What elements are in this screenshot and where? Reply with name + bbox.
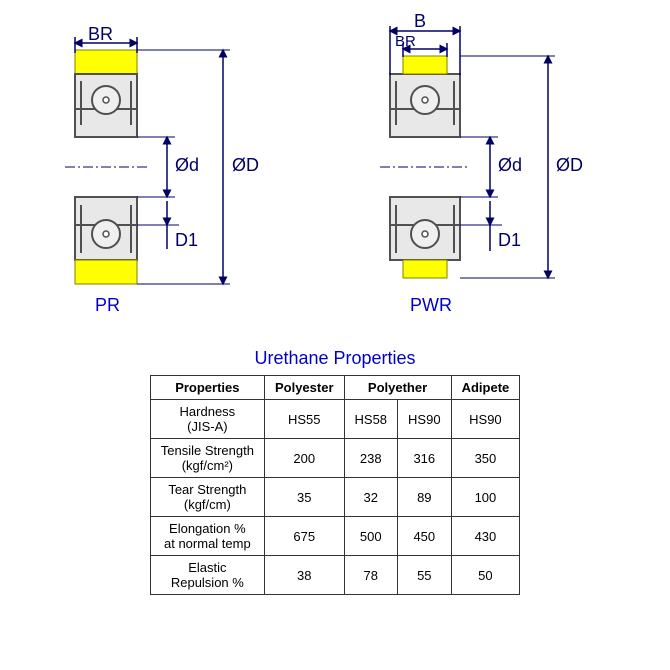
- table-row: Elongation %at normal temp675500450430: [150, 517, 520, 556]
- table-cell: 32: [344, 478, 398, 517]
- table-cell: 38: [264, 556, 344, 595]
- table-row: Hardness(JIS-A)HS55HS58HS90HS90: [150, 400, 520, 439]
- row-label: Elongation %at normal temp: [150, 517, 264, 556]
- row-label: Hardness(JIS-A): [150, 400, 264, 439]
- table-cell: 500: [344, 517, 398, 556]
- table-row: Tensile Strength(kgf/cm²)200238316350: [150, 439, 520, 478]
- type-label-right: PWR: [410, 295, 452, 316]
- table-cell: 238: [344, 439, 398, 478]
- dim-label-D-left: ØD: [232, 155, 259, 176]
- table-row: Tear Strength(kgf/cm)353289100: [150, 478, 520, 517]
- col-adipete: Adipete: [451, 376, 520, 400]
- table-cell: HS90: [398, 400, 452, 439]
- dim-label-d-right: Ød: [498, 155, 522, 176]
- diagram-area: BR Ød ØD D1 PR B BR Ød ØD D1 PWR: [0, 0, 670, 340]
- table-title: Urethane Properties: [0, 348, 670, 369]
- row-label: ElasticRepulsion %: [150, 556, 264, 595]
- dim-label-br-right: BR: [395, 33, 416, 50]
- table-cell: 316: [398, 439, 452, 478]
- left-diagram: [65, 37, 230, 284]
- table-cell: 50: [451, 556, 520, 595]
- right-diagram: [380, 26, 555, 278]
- row-label: Tear Strength(kgf/cm): [150, 478, 264, 517]
- col-polyether: Polyether: [344, 376, 451, 400]
- table-cell: 89: [398, 478, 452, 517]
- table-cell: HS58: [344, 400, 398, 439]
- dim-label-br-left: BR: [88, 24, 113, 45]
- table-cell: 100: [451, 478, 520, 517]
- dim-label-D1-right: D1: [498, 230, 521, 251]
- table-row: ElasticRepulsion %38785550: [150, 556, 520, 595]
- col-properties: Properties: [150, 376, 264, 400]
- dim-label-D-right: ØD: [556, 155, 583, 176]
- table-cell: 350: [451, 439, 520, 478]
- dim-label-d-left: Ød: [175, 155, 199, 176]
- row-label: Tensile Strength(kgf/cm²): [150, 439, 264, 478]
- dim-label-D1-left: D1: [175, 230, 198, 251]
- table-cell: HS90: [451, 400, 520, 439]
- table-cell: 55: [398, 556, 452, 595]
- col-polyester: Polyester: [264, 376, 344, 400]
- table-cell: 675: [264, 517, 344, 556]
- properties-table: Properties Polyester Polyether Adipete H…: [150, 375, 521, 595]
- type-label-left: PR: [95, 295, 120, 316]
- table-cell: 35: [264, 478, 344, 517]
- table-cell: 450: [398, 517, 452, 556]
- table-cell: HS55: [264, 400, 344, 439]
- table-cell: 78: [344, 556, 398, 595]
- table-cell: 200: [264, 439, 344, 478]
- table-header-row: Properties Polyester Polyether Adipete: [150, 376, 520, 400]
- table-cell: 430: [451, 517, 520, 556]
- dim-label-b-right: B: [414, 11, 426, 32]
